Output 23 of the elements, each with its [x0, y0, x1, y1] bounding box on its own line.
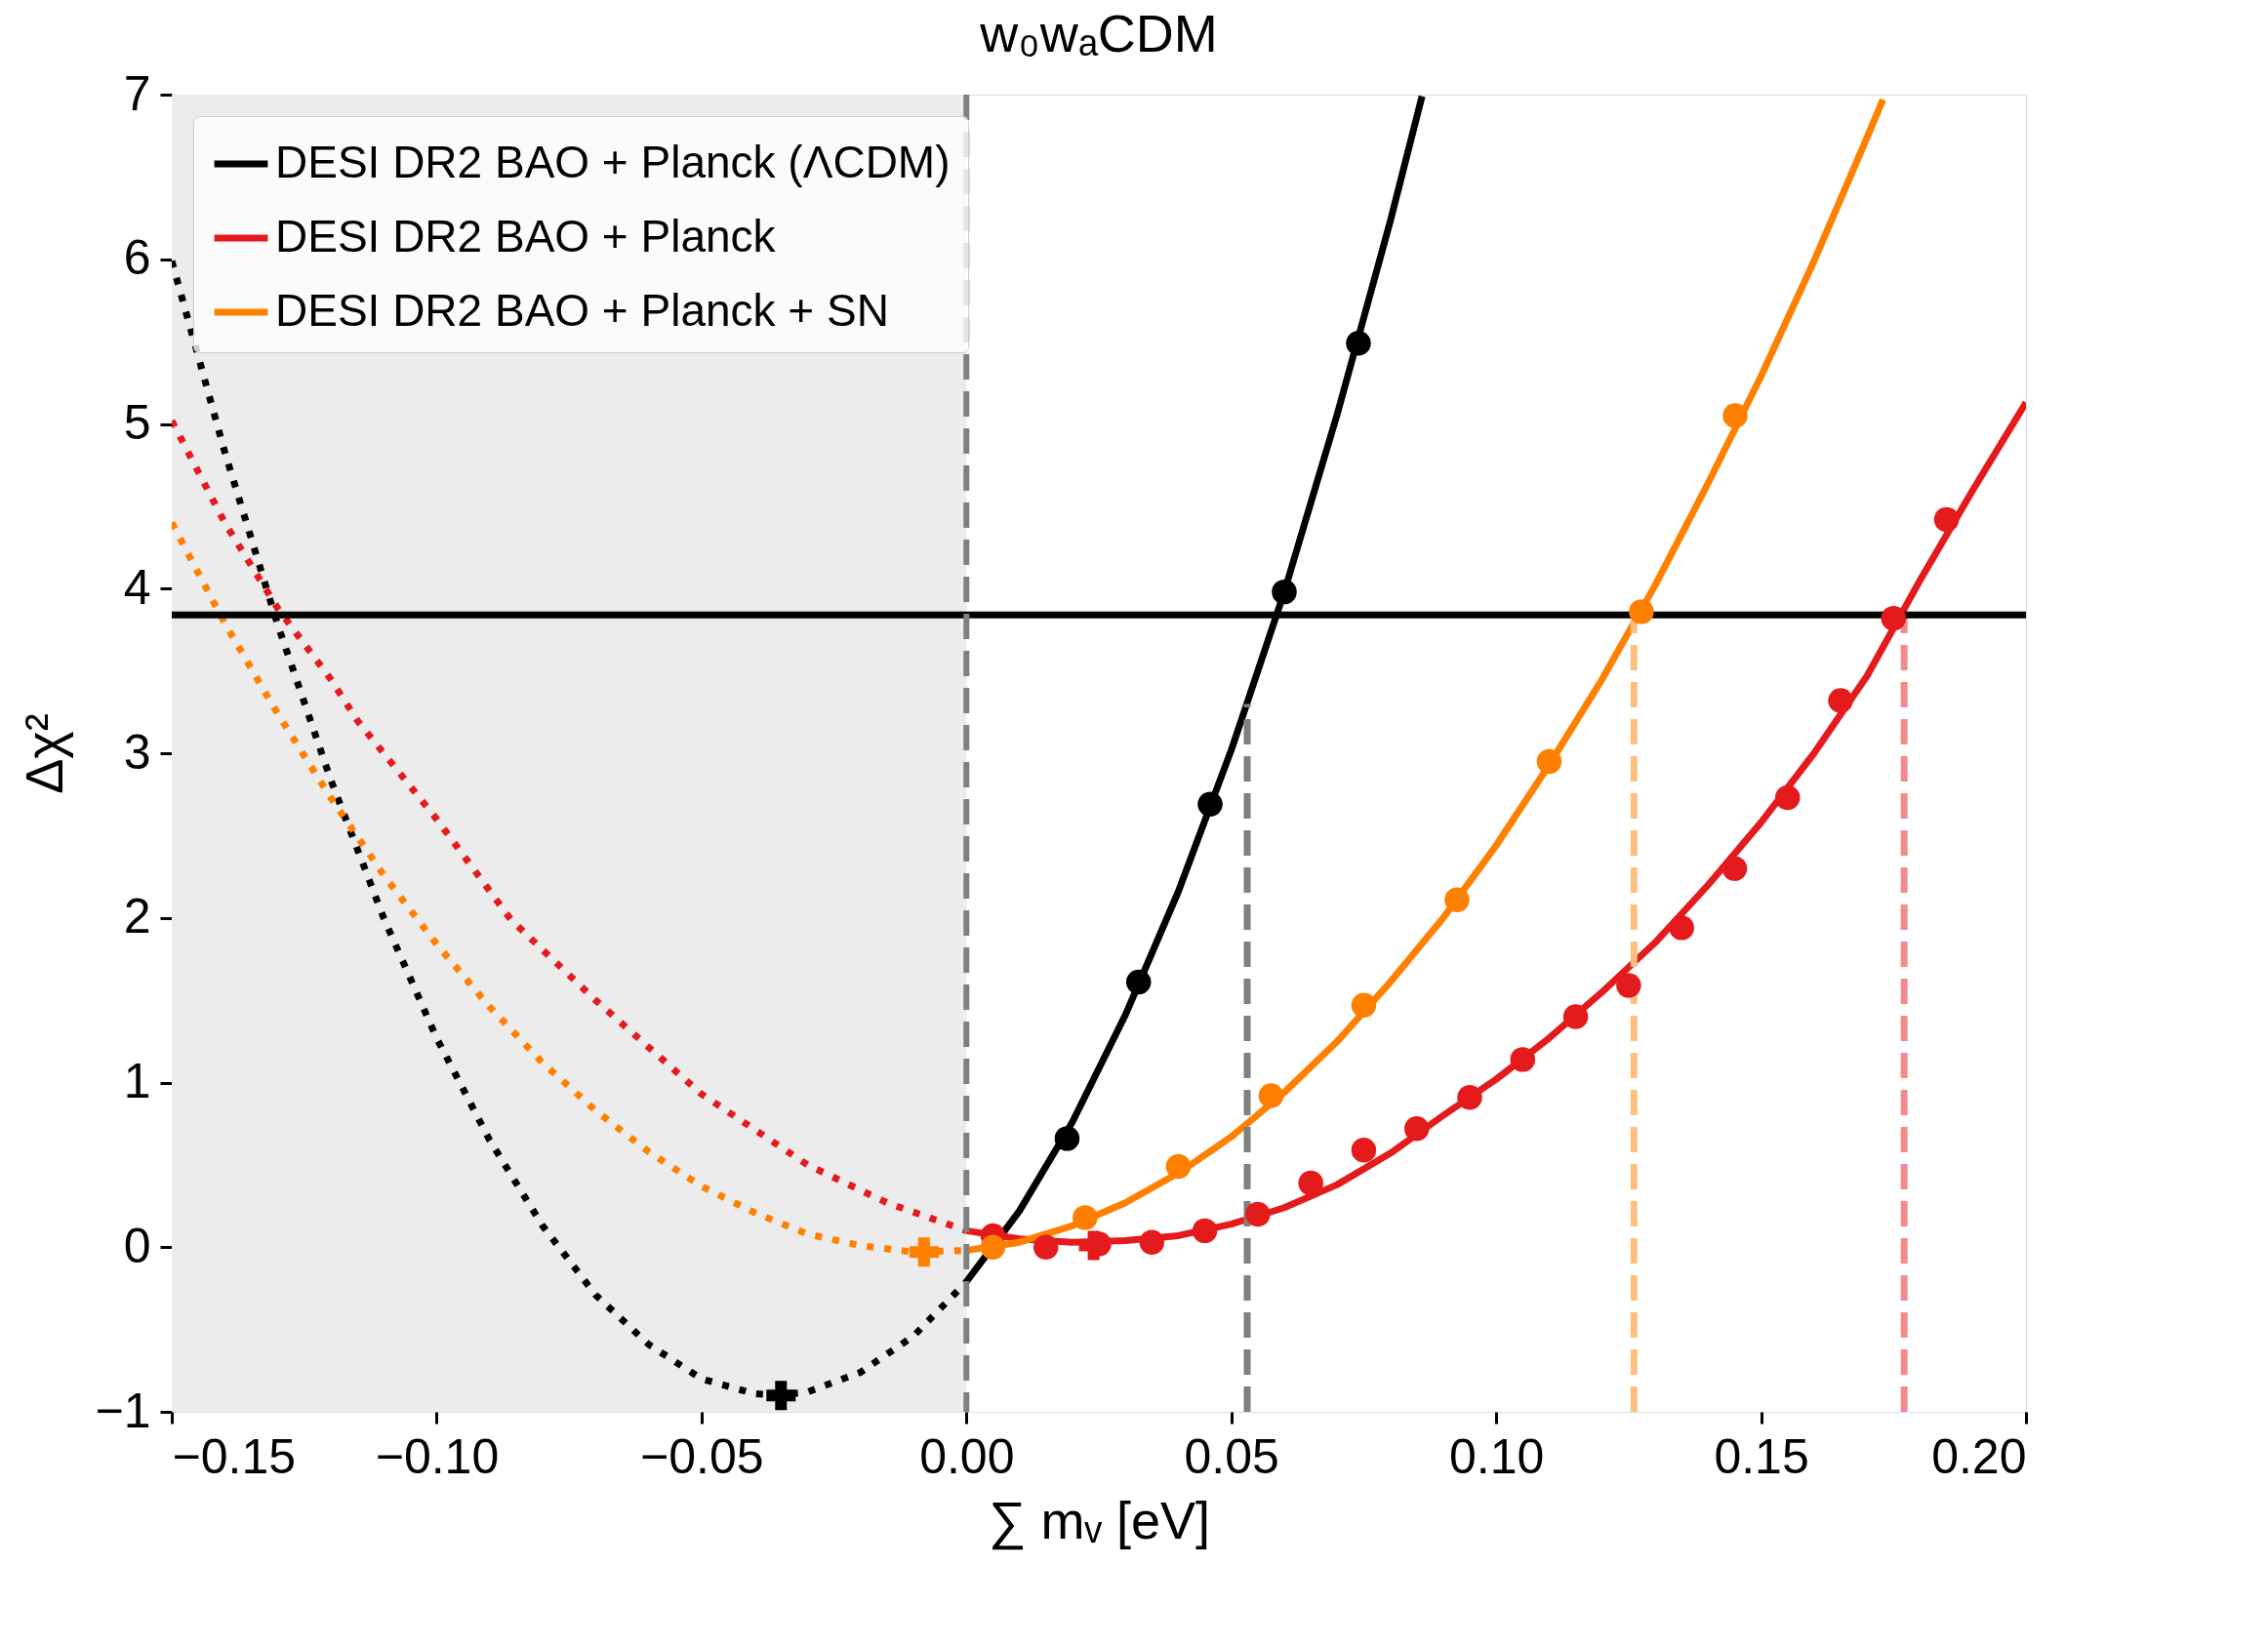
y-tick-label: −1 [95, 1383, 151, 1438]
x-tick-label: 0.15 [1714, 1428, 1809, 1484]
y-axis-title: Δχ² [15, 713, 74, 794]
legend-label: DESI DR2 BAO + Planck (ΛCDM) [275, 137, 951, 187]
y-tick-label: 4 [123, 559, 151, 615]
y-tick-label: 1 [123, 1054, 151, 1108]
chart-title: w₀wₐCDM [979, 4, 1218, 62]
x-tick-label: 0.10 [1448, 1428, 1545, 1484]
x-tick-label: 0.05 [1184, 1428, 1279, 1484]
y-tick-label: 5 [123, 395, 151, 450]
y-tick-label: 3 [123, 724, 151, 780]
x-tick-label: −0.10 [375, 1428, 500, 1484]
legend-label: DESI DR2 BAO + Planck + SN [275, 285, 889, 336]
x-axis-title: ∑ mᵥ [eV] [989, 1490, 1210, 1550]
x-tick-label: −0.05 [640, 1428, 764, 1484]
y-tick-label: 6 [123, 230, 151, 286]
y-tick-label: 2 [123, 889, 151, 944]
x-tick-label: 0.00 [919, 1428, 1015, 1484]
y-tick-label: 0 [123, 1218, 151, 1273]
legend-label: DESI DR2 BAO + Planck [275, 211, 777, 261]
x-tick-label: −0.15 [172, 1428, 297, 1484]
x-tick-label: 0.20 [1931, 1428, 2027, 1484]
y-tick-label: 7 [123, 65, 151, 121]
